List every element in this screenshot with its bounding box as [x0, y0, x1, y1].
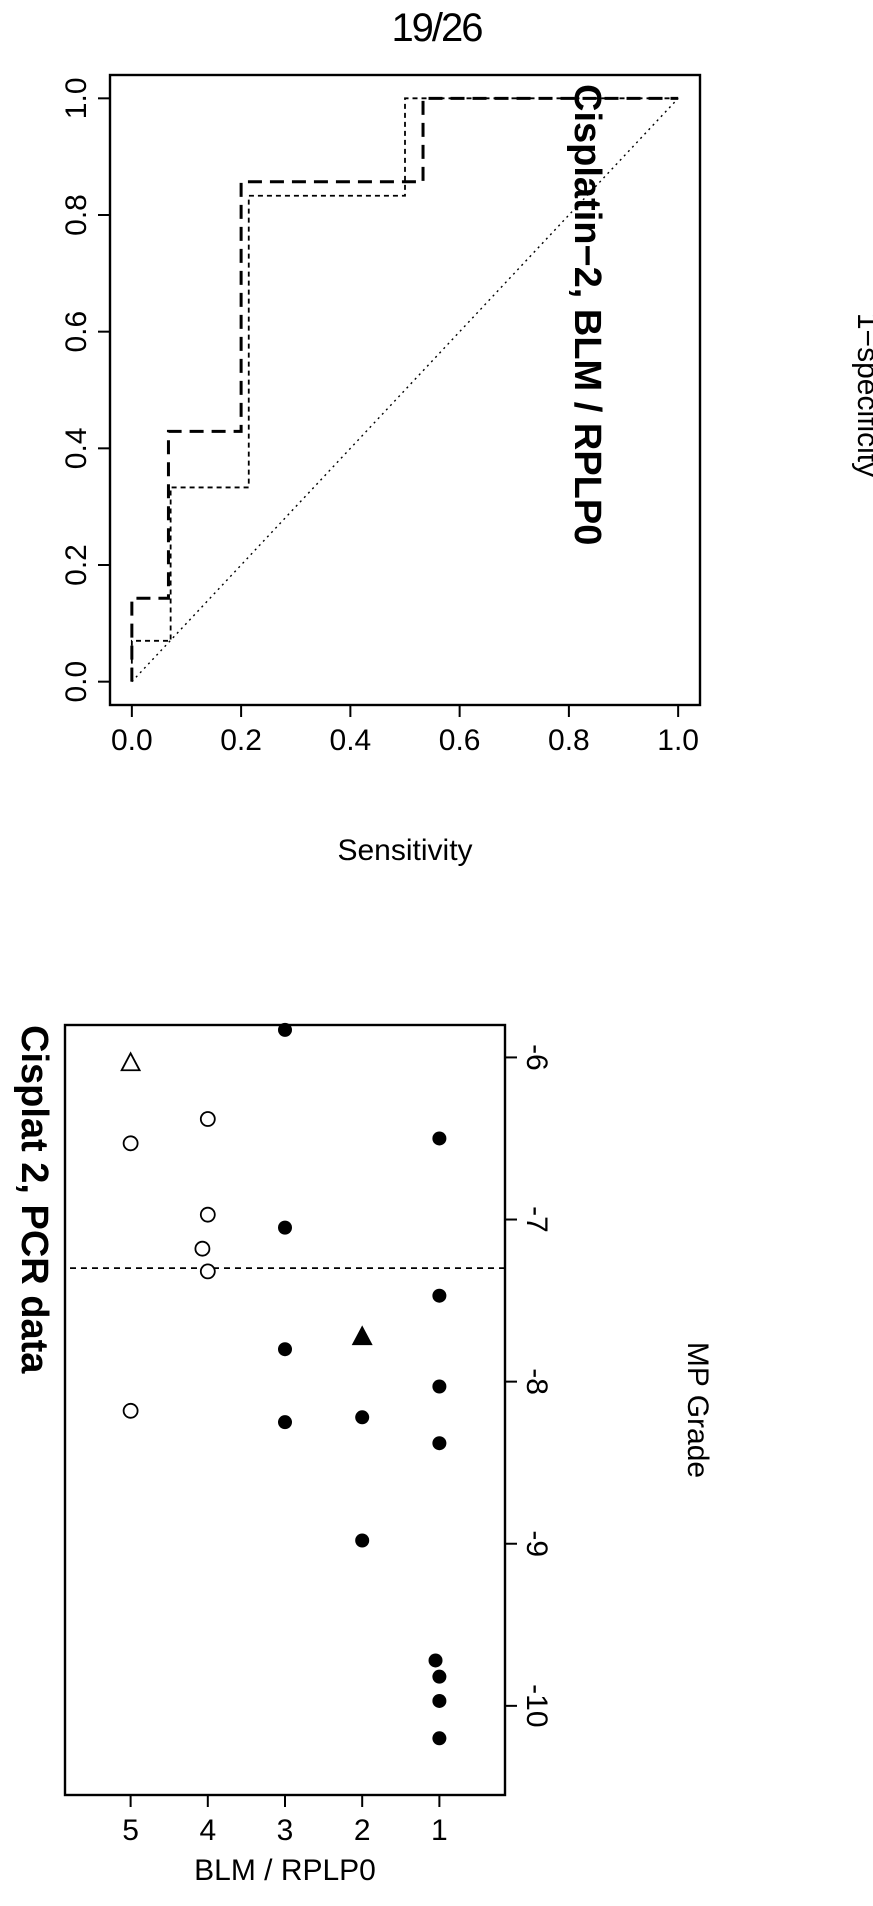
roc-xlabel: 1−specificity [851, 313, 873, 477]
roc-x-axis: 0.0 0.2 0.4 0.6 0.8 1.0 [111, 705, 699, 757]
scatter-ylabel: BLM / RPLP0 [194, 1854, 376, 1887]
data-point-triangle [353, 1327, 371, 1344]
data-point [429, 1653, 443, 1667]
y-tick-label: 0.0 [60, 661, 93, 703]
data-point [432, 1731, 446, 1745]
x-tick-label: 3 [277, 1814, 294, 1847]
y-tick-label: 0.4 [60, 427, 93, 469]
scatter-x-axis: 1 2 3 4 5 [122, 1795, 447, 1847]
x-tick-label: 1 [431, 1814, 448, 1847]
y-tick-label: 0.2 [60, 544, 93, 586]
x-tick-label: 0.4 [330, 724, 372, 757]
y-tick-label: -10 [520, 1684, 553, 1727]
data-point [278, 1221, 292, 1235]
scatter-panel: Cisplat 2, PCR data MP Grade BLM / RPLP0… [13, 1023, 714, 1887]
data-point [124, 1404, 138, 1418]
x-tick-label: 5 [122, 1814, 139, 1847]
data-point [201, 1264, 215, 1278]
data-point [432, 1436, 446, 1450]
data-point [432, 1289, 446, 1303]
data-point [432, 1379, 446, 1393]
data-point [355, 1533, 369, 1547]
data-point [195, 1242, 209, 1256]
x-tick-label: 0.2 [220, 724, 262, 757]
x-tick-label: 2 [354, 1814, 371, 1847]
scatter-marks [65, 1023, 505, 1745]
data-point [278, 1023, 292, 1037]
y-tick-label: 0.8 [60, 194, 93, 236]
x-tick-label: 0.0 [111, 724, 153, 757]
x-tick-label: 4 [199, 1814, 216, 1847]
data-point [278, 1415, 292, 1429]
scatter-y-axis: -6 -7 -8 -9 -10 [505, 1044, 553, 1727]
data-point [201, 1112, 215, 1126]
data-point [432, 1694, 446, 1708]
roc-title: Cisplatin−2, BLM / RPLP0 [566, 84, 608, 545]
roc-ylabel: Sensitivity [337, 834, 472, 867]
y-tick-label: -9 [520, 1530, 553, 1557]
roc-y-axis: 1.0 0.8 0.6 0.4 0.2 0.0 [60, 77, 110, 702]
data-point [432, 1670, 446, 1684]
scatter-xlabel: MP Grade [681, 1342, 714, 1478]
y-tick-label: -6 [520, 1044, 553, 1071]
data-point [278, 1342, 292, 1356]
data-point-triangle [122, 1053, 140, 1070]
y-tick-label: -7 [520, 1206, 553, 1233]
data-point [432, 1131, 446, 1145]
x-tick-label: 0.6 [439, 724, 481, 757]
roc-panel: Cisplatin−2, BLM / RPLP0 1−specificity S… [60, 75, 873, 867]
data-point [201, 1208, 215, 1222]
data-point [124, 1136, 138, 1150]
y-tick-label: 1.0 [60, 77, 93, 119]
x-tick-label: 1.0 [657, 724, 699, 757]
scatter-title: Cisplat 2, PCR data [13, 1025, 55, 1374]
y-tick-label: 0.6 [60, 311, 93, 353]
x-tick-label: 0.8 [548, 724, 590, 757]
data-point [355, 1410, 369, 1424]
y-tick-label: -8 [520, 1368, 553, 1395]
